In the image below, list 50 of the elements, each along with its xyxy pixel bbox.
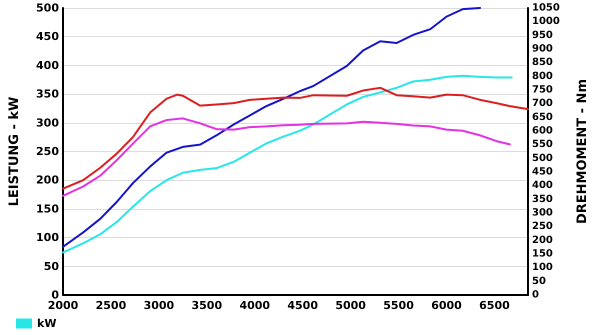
x-tick-label: 4500 [287,299,318,312]
line-series [62,117,511,197]
y-tick-label: 300 [36,116,60,130]
y2-tick-label: 700 [532,98,553,110]
x-tick-label: 3000 [144,299,175,312]
y-tick-label: 50 [44,260,60,273]
line-series [62,7,482,248]
line-series [62,74,513,254]
y-axis-title: LEISTUNG - kW [7,96,22,206]
y2-tick-label: 0 [532,290,539,300]
y2-tick-label: 950 [532,30,553,41]
x-tick-label: 2000 [48,299,79,312]
y2-tick-label: 1050 [532,2,560,14]
y2-tick-label: 600 [532,126,553,136]
y2-tick-label: 500 [532,152,553,164]
y-tick-label: 450 [36,30,60,44]
y-tick-label: 500 [36,2,60,14]
y2-tick-label: 50 [532,276,546,287]
x-tick-label: 3500 [192,299,222,312]
y2-tick-label: 1000 [532,16,560,28]
y-tick-label: 350 [36,88,60,101]
y2-tick-label: 250 [532,221,553,232]
y2-tick-label: 650 [532,112,553,123]
x-tick-label: 5500 [383,299,414,312]
y-tick-label: 0 [51,288,60,302]
y2-axis-title: DREHMOMENT - Nm [575,79,590,224]
y2-tick-label: 550 [532,139,553,150]
y2-tick-label: 400 [532,180,553,192]
x-tick-label: 4000 [239,299,270,312]
legend-label: kW [37,317,56,330]
y-tick-label: 400 [36,58,60,72]
x-tick-label: 6500 [479,299,510,312]
y2-tick-label: 750 [532,84,553,96]
x-tick-label: 6000 [431,299,462,312]
y2-tick-label: 450 [532,166,553,178]
y-tick-label: 200 [36,174,60,187]
y2-tick-label: 350 [532,194,553,205]
y2-tick-label: 150 [532,248,553,260]
y2-tick-label: 800 [532,70,553,82]
x-tick-label: 2500 [96,299,127,312]
y-tick-label: 150 [36,202,60,216]
line-series [62,86,529,190]
y-tick-label: 250 [36,145,60,158]
y2-tick-label: 850 [532,57,553,68]
y-tick-label: 100 [36,231,60,244]
x-tick-label: 5000 [335,299,366,312]
y2-tick-label: 200 [532,234,553,246]
y2-tick-label: 100 [532,262,553,274]
y2-tick-label: 300 [532,208,553,218]
y2-tick-label: 900 [532,44,553,54]
